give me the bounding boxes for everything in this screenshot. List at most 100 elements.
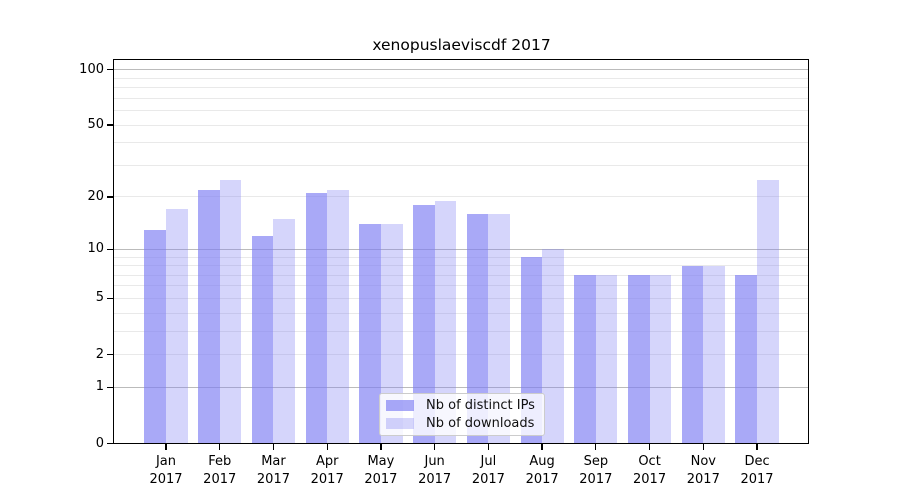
y-axis-tick-label-10: 10: [87, 241, 104, 257]
gridline-minor-80: [113, 87, 810, 89]
bar-dec-distinct-ips: [735, 275, 758, 444]
legend-swatch-distinct-ips: [386, 400, 414, 412]
x-axis-month-label-apr: Apr 2017: [287, 453, 367, 489]
y-tick-20: [107, 196, 113, 198]
x-label-month-jul: Jul: [480, 453, 497, 469]
x-label-month-jun: Jun: [424, 453, 445, 469]
legend-row-distinct-ips: Nb of distinct IPs: [386, 398, 538, 413]
legend-swatch-downloads: [386, 417, 414, 429]
bar-sep-distinct-ips: [574, 275, 596, 444]
legend-label-distinct-ips: Nb of distinct IPs: [426, 398, 535, 414]
gridline-minor-30: [113, 164, 810, 166]
bar-feb-distinct-ips: [198, 189, 220, 444]
y-axis-tick-label-50: 50: [87, 117, 104, 133]
legend-label-downloads: Nb of downloads: [426, 415, 535, 431]
x-label-year-dec: 2017: [740, 471, 774, 487]
bar-jun-distinct-ips: [413, 205, 435, 444]
x-label-year-aug: 2017: [525, 471, 559, 487]
x-axis-month-label-jul: Jul 2017: [448, 453, 528, 489]
gridline-major-100: [113, 69, 810, 71]
x-axis-month-label-may: May 2017: [341, 453, 421, 489]
y-axis-tick-label-100: 100: [79, 61, 104, 77]
bar-oct-downloads: [649, 275, 672, 444]
x-label-month-dec: Dec: [744, 453, 770, 469]
axes-box: [113, 58, 810, 444]
bar-mar-distinct-ips: [251, 235, 274, 444]
x-axis-month-label-jan: Jan 2017: [126, 453, 206, 489]
y-tick-100: [107, 69, 113, 71]
bar-jul-distinct-ips: [466, 214, 489, 444]
gridline-minor-4: [113, 312, 810, 314]
y-axis-tick-label-1: 1: [95, 379, 104, 395]
bar-apr-downloads: [327, 189, 349, 444]
x-tick-sep: [595, 443, 597, 450]
gridline-minor-2: [113, 354, 810, 356]
y-tick-50: [107, 124, 113, 126]
x-tick-may: [380, 443, 382, 450]
gridline-minor-20: [113, 196, 810, 198]
x-tick-aug: [541, 443, 543, 450]
chart-title: xenopuslaeviscdf 2017: [372, 36, 551, 54]
gridline-minor-90: [113, 77, 810, 79]
x-label-month-may: May: [367, 453, 395, 469]
x-label-year-jan: 2017: [149, 471, 183, 487]
x-label-year-nov: 2017: [686, 471, 720, 487]
x-tick-feb: [219, 443, 221, 450]
x-tick-dec: [756, 443, 758, 450]
x-tick-oct: [648, 443, 651, 450]
gridline-minor-5: [113, 297, 810, 299]
x-label-year-jul: 2017: [471, 471, 505, 487]
x-tick-apr: [326, 443, 328, 450]
x-axis-month-label-aug: Aug 2017: [502, 453, 582, 489]
gridline-minor-7: [113, 274, 810, 276]
y-tick-2: [107, 353, 113, 356]
bar-nov-downloads: [703, 265, 725, 444]
bar-dec-downloads: [757, 179, 779, 444]
x-label-month-sep: Sep: [583, 453, 609, 469]
bar-feb-downloads: [219, 179, 242, 444]
x-label-year-mar: 2017: [256, 471, 290, 487]
gridline-minor-70: [113, 97, 810, 99]
y-tick-0: [107, 442, 113, 445]
x-label-year-may: 2017: [364, 471, 398, 487]
legend: Nb of distinct IPs Nb of downloads: [379, 393, 545, 436]
x-label-month-nov: Nov: [690, 453, 716, 469]
y-axis-tick-label-5: 5: [95, 290, 104, 306]
bar-may-downloads: [380, 224, 403, 444]
gridline-minor-3: [113, 330, 810, 332]
x-axis-month-label-sep: Sep 2017: [556, 453, 636, 489]
y-axis-tick-label-0: 0: [95, 435, 104, 451]
x-label-year-oct: 2017: [633, 471, 667, 487]
bar-oct-distinct-ips: [627, 275, 650, 444]
bar-may-distinct-ips: [359, 224, 381, 444]
x-tick-nov: [702, 443, 704, 450]
gridline-minor-40: [113, 142, 810, 144]
x-tick-mar: [272, 443, 275, 450]
x-label-year-feb: 2017: [203, 471, 237, 487]
bar-jan-downloads: [166, 209, 188, 444]
gridline-minor-8: [113, 265, 810, 267]
x-label-month-aug: Aug: [529, 453, 555, 469]
x-axis-month-label-dec: Dec 2017: [717, 453, 797, 489]
gridline-minor-6: [113, 285, 810, 287]
x-tick-jan: [165, 443, 167, 450]
x-axis-month-label-jun: Jun 2017: [395, 453, 475, 489]
y-tick-5: [107, 297, 113, 300]
gridline-major-10: [113, 248, 810, 250]
x-axis-month-label-oct: Oct 2017: [610, 453, 690, 489]
y-tick-10: [107, 248, 113, 250]
bar-jan-distinct-ips: [144, 229, 166, 444]
x-label-month-apr: Apr: [315, 453, 339, 469]
x-label-month-jan: Jan: [155, 453, 177, 469]
y-tick-1: [107, 386, 113, 388]
x-axis-month-label-feb: Feb 2017: [180, 453, 260, 489]
bar-aug-downloads: [542, 249, 564, 444]
x-axis-month-label-nov: Nov 2017: [663, 453, 743, 489]
x-label-month-feb: Feb: [208, 453, 232, 469]
x-label-year-sep: 2017: [579, 471, 613, 487]
x-tick-jun: [434, 443, 436, 450]
